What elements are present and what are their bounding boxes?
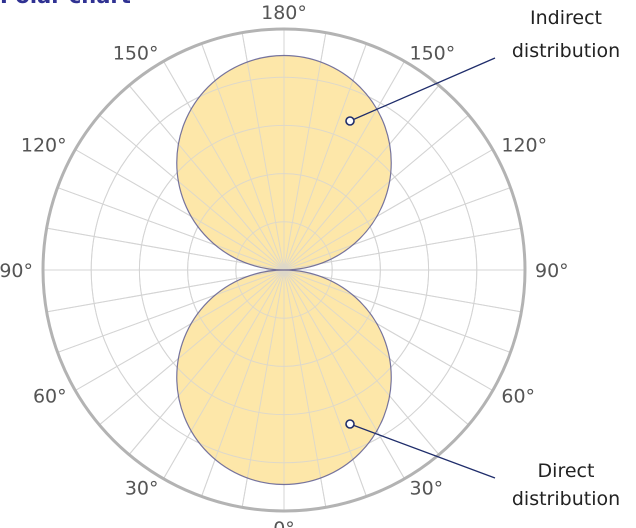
tick-label-layer: 0° 30° 30° 60° 60° 90° 90° 120° 120° 150° 150° 180° [0,2,569,528]
over-grid-spoke-130-right [283,114,469,271]
over-grid-spoke-10-right [283,269,327,508]
tick-label-right-30: 30° [410,477,444,499]
overlay-grid-layer [43,29,525,511]
over-grid-spoke-170-right [283,32,327,271]
annotation-layer: Indirect distribution Direct distribution [345,7,620,510]
annotation-marker-indirect [345,116,355,126]
over-grid-spoke-120-left [75,149,285,271]
tick-label-left-90: 90° [0,260,33,282]
tick-label-left-150: 150° [113,43,159,65]
over-grid-spoke-50-left [99,269,285,426]
annotation-leader-direct [349,423,496,479]
over-grid-spoke-10-left [241,269,285,508]
over-grid-spoke-160-left [201,43,285,271]
over-grid-spoke-50-right [283,269,469,426]
tick-label-left-30: 30° [125,477,159,499]
annotation-label-indirect-line-1: Indirect [530,7,602,29]
over-grid-spoke-60-right [283,269,493,391]
over-grid-spoke-120-right [283,149,493,271]
tick-label-right-150: 150° [410,43,456,65]
over-grid-spoke-140-left [128,85,285,271]
tick-label-left-60: 60° [33,386,67,408]
over-grid-spoke-150-left [163,61,285,271]
annotation-label-indirect-line-2: distribution [512,40,620,62]
over-grid-spoke-30-left [163,269,285,479]
tick-label-right-120: 120° [501,135,547,157]
over-grid-spoke-70-left [57,269,285,353]
over-grid-spoke-30-right [283,269,405,479]
series-outline-indirect-distribution [176,54,392,271]
tick-label-right-60: 60° [501,386,535,408]
outer-ring [41,27,527,513]
tick-label-top: 180° [261,2,307,24]
tick-label-left-120: 120° [21,135,67,157]
over-grid-spoke-60-left [75,269,285,391]
over-grid-spoke-170-left [241,32,285,271]
annotation-marker-direct [345,419,355,429]
over-grid-spoke-110-left [57,187,285,271]
over-grid-spoke-160-right [283,43,367,271]
over-grid-spoke-130-left [99,114,285,271]
over-grid-spoke-40-right [283,269,440,455]
annotation-label-direct-line-1: Direct [538,460,595,482]
annotation-leader-indirect [349,57,496,122]
over-grid-spoke-110-right [283,187,511,271]
tick-label-bottom: 0° [273,518,295,528]
over-grid-spoke-150-right [283,61,405,271]
over-grid-spoke-140-right [283,85,440,271]
over-grid-spoke-20-right [283,269,367,497]
annotation-label-direct-line-2: distribution [512,488,620,510]
over-grid-spoke-70-right [283,269,511,353]
tick-label-right-90: 90° [535,260,569,282]
outer-ring-layer [41,27,527,513]
chart-title: Polar chart [0,0,131,8]
over-grid-spoke-20-left [201,269,285,497]
over-grid-spoke-40-left [128,269,285,455]
